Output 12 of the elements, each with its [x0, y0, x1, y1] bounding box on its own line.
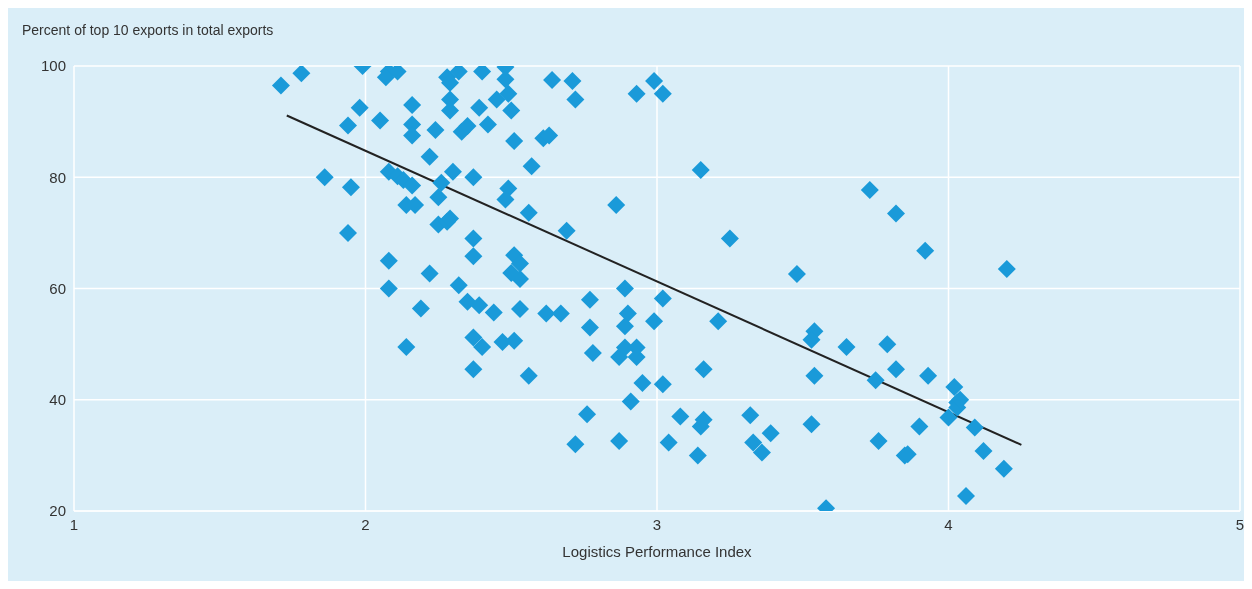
- y-tick-label: 60: [49, 279, 66, 297]
- x-tick-label: 1: [69, 515, 79, 533]
- x-tick-label: 5: [1235, 515, 1245, 533]
- x-tick-label: 4: [944, 515, 953, 533]
- y-tick-label: 20: [49, 502, 66, 520]
- y-axis-title: Percent of top 10 exports in total exports: [22, 22, 274, 38]
- y-tick-label: 100: [40, 57, 66, 75]
- x-axis-title: Logistics Performance Index: [562, 543, 753, 560]
- x-tick-label: 2: [361, 515, 370, 533]
- x-tick-label: 3: [652, 515, 662, 533]
- y-tick-label: 40: [49, 391, 66, 409]
- y-tick-label: 80: [49, 168, 66, 186]
